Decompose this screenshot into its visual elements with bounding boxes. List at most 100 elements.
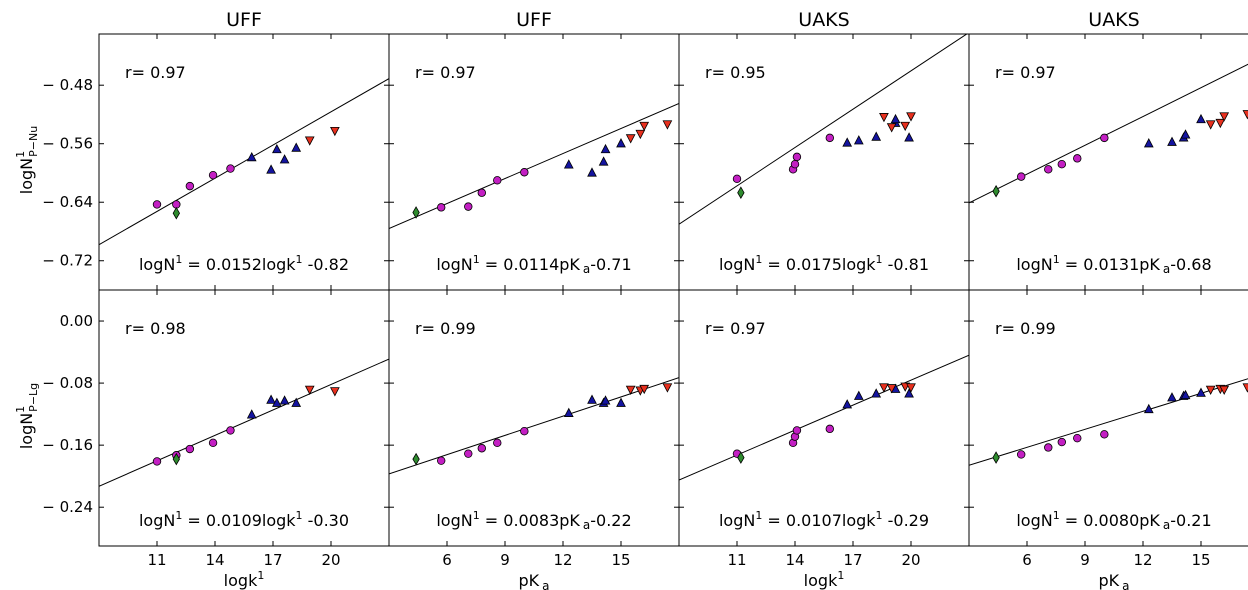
circle-point: [464, 449, 473, 458]
eq-part: = 0.0131pK: [1060, 255, 1161, 274]
circle-point: [520, 426, 529, 436]
equation-label: logN1 = 0.0131pK a-0.68: [1016, 253, 1211, 276]
eq-part: = 0.0080pK: [1060, 511, 1161, 530]
diamond-point: [412, 452, 420, 466]
triangle-down-point: [304, 385, 315, 395]
eq-part: a: [1163, 262, 1170, 276]
x-axis-label: pK a: [1098, 571, 1129, 590]
circle-point: [790, 159, 800, 169]
r-label: r= 0.97: [415, 63, 476, 82]
plot-area: [99, 78, 389, 246]
x-axis-label-sup: 1: [837, 569, 844, 582]
circle-point: [493, 176, 502, 185]
fit-line: [969, 63, 1248, 204]
triangle-up-point: [587, 167, 597, 177]
x-axis-label-sup: 1: [257, 569, 264, 582]
triangle-up-point: [1167, 392, 1177, 402]
circle-point: [1057, 159, 1066, 169]
eq-part: logN: [436, 511, 472, 530]
triangle-up-point: [842, 137, 853, 147]
triangle-up-point: [1180, 129, 1191, 139]
eq-part: logN: [719, 255, 755, 274]
equation-label: logN1 = 0.0114pK a-0.71: [436, 253, 631, 276]
panel-title: UFF: [516, 9, 552, 31]
panel-title: UFF: [226, 9, 262, 31]
triangle-down-point: [879, 113, 889, 123]
triangle-up-point: [1167, 136, 1177, 146]
y-tick-label: − 0.24: [42, 498, 93, 516]
x-axis-label-base: pK: [1098, 571, 1119, 590]
triangle-up-point: [279, 154, 290, 164]
ylabel-bottom-sub: P−Lg: [27, 383, 40, 412]
triangle-down-point: [639, 384, 650, 395]
x-axis-label-base: logk: [804, 571, 838, 590]
equation-label: logN1 = 0.0152logk1 -0.82: [139, 253, 349, 274]
diamond-point: [992, 451, 1000, 464]
triangle-up-point: [266, 394, 276, 404]
fit-line: [679, 34, 968, 225]
eq-part: 1: [755, 509, 762, 522]
triangle-up-point: [272, 397, 282, 407]
equation-label: logN1 = 0.0080pK a-0.21: [1016, 509, 1211, 532]
circle-point: [477, 188, 486, 197]
eq-part: 1: [296, 509, 303, 522]
x-tick-label: 14: [205, 551, 224, 569]
triangle-up-point: [853, 390, 864, 400]
eq-part: 1: [876, 509, 883, 522]
eq-part: -0.81: [883, 255, 929, 274]
triangle-up-point: [246, 409, 257, 419]
x-tick-label: 17: [263, 551, 282, 569]
panel-title: UAKS: [1088, 9, 1139, 31]
ylabel-top-base: logN: [17, 158, 36, 194]
eq-part: 1: [175, 509, 182, 522]
circle-point: [493, 438, 502, 448]
eq-part: = 0.0114pK: [480, 255, 581, 274]
x-axis-label: logk1: [804, 569, 845, 590]
eq-part: -0.82: [303, 255, 349, 274]
x-tick-label: 6: [1022, 551, 1032, 569]
x-axis-label-sub: a: [1122, 579, 1129, 590]
ylabel-top-sub: P−Nu: [27, 126, 40, 157]
eq-part: = 0.0083pK: [480, 511, 581, 530]
triangle-up-point: [587, 394, 597, 404]
eq-part: a: [583, 518, 590, 532]
triangle-up-point: [871, 131, 882, 141]
circle-point: [1100, 430, 1109, 439]
eq-part: logN: [139, 511, 175, 530]
triangle-down-point: [330, 126, 340, 137]
eq-part: logN: [139, 255, 175, 274]
x-axis-label-base: pK: [518, 571, 539, 590]
circle-point: [437, 203, 446, 212]
triangle-up-point: [272, 143, 282, 154]
circle-point: [185, 181, 195, 191]
triangle-down-point: [886, 123, 897, 133]
x-tick-label: 12: [553, 551, 572, 569]
diamond-point: [737, 451, 745, 464]
x-tick-label: 14: [785, 551, 804, 569]
eq-part: = 0.0109logk: [182, 511, 296, 530]
circle-point: [152, 200, 162, 209]
triangle-down-point: [886, 384, 897, 394]
circle-point: [792, 426, 802, 435]
eq-part: = 0.0152logk: [182, 255, 296, 274]
eq-part: logN: [1016, 511, 1052, 530]
triangle-up-point: [279, 395, 290, 405]
plot-area: [679, 354, 969, 481]
diamond-point: [737, 186, 745, 200]
triangle-up-point: [904, 132, 914, 142]
panels: UFF − 0.48 − 0.56 − 0.64 − 0.72 r= 0.97 logN1 …: [42, 9, 1248, 590]
circle-point: [792, 152, 802, 162]
y-tick-label: − 0.08: [42, 374, 93, 392]
triangle-up-point: [871, 388, 882, 398]
y-tick-label: − 0.56: [42, 135, 93, 153]
circle-point: [1017, 450, 1026, 459]
x-tick-label: 9: [1080, 551, 1090, 569]
triangle-down-point: [900, 121, 911, 132]
diamond-point: [992, 184, 1000, 198]
r-label: r= 0.97: [995, 63, 1056, 82]
diamond-point: [172, 452, 180, 466]
eq-part: -0.71: [590, 255, 631, 274]
